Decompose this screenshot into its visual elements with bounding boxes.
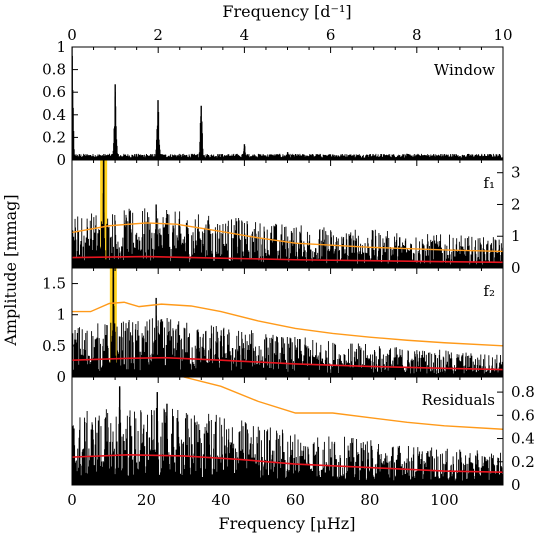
y-tick-label-residuals: 0.6	[511, 406, 535, 424]
y-tick-label-residuals: 0.2	[511, 453, 535, 471]
bottom-axis-title: Frequency [μHz]	[219, 514, 356, 533]
panel-f1	[72, 160, 503, 268]
panel-label-f1: f₁	[483, 174, 495, 192]
x-tick-label-top: 0	[67, 26, 77, 44]
y-tick-label-f2: 0.5	[42, 337, 66, 355]
panel-label-window: Window	[434, 61, 495, 79]
y-tick-label-window: 1	[56, 38, 66, 56]
y-tick-label-window: 0.2	[42, 128, 66, 146]
y-tick-label-residuals: 0.8	[511, 383, 535, 401]
y-axis-title: Amplitude [mmag]	[1, 194, 20, 346]
x-tick-label-top: 2	[153, 26, 163, 44]
panel-label-residuals: Residuals	[422, 391, 495, 409]
noise-line-residuals	[72, 454, 503, 474]
y-tick-label-f2: 1	[56, 306, 66, 324]
threshold-line-f2	[72, 301, 503, 347]
threshold-line-residuals	[183, 377, 503, 430]
x-tick-label-bottom: 80	[360, 491, 379, 509]
y-tick-label-f1: 3	[511, 164, 521, 182]
y-tick-label-f2: 1.5	[42, 275, 66, 293]
y-tick-label-window: 0	[56, 151, 66, 169]
x-tick-label-bottom: 20	[137, 491, 156, 509]
x-tick-label-bottom: 60	[286, 491, 305, 509]
y-tick-label-window: 0.6	[42, 83, 66, 101]
y-tick-label-residuals: 0.4	[511, 430, 535, 448]
y-tick-label-window: 0.4	[42, 106, 66, 124]
y-tick-label-window: 0.8	[42, 61, 66, 79]
x-tick-label-bottom: 40	[211, 491, 230, 509]
y-tick-label-f1: 1	[511, 227, 521, 245]
y-tick-label-f2: 0	[56, 368, 66, 386]
top-axis-title: Frequency [d⁻¹]	[222, 2, 351, 21]
x-tick-label-top: 4	[240, 26, 250, 44]
panel-f2	[72, 268, 503, 377]
y-tick-label-f1: 2	[511, 195, 521, 213]
noise-line-f1	[72, 255, 503, 264]
x-tick-label-top: 10	[493, 26, 512, 44]
x-tick-label-top: 6	[326, 26, 336, 44]
panel-label-f2: f₂	[483, 282, 495, 300]
y-tick-label-residuals: 0	[511, 476, 521, 494]
x-tick-label-top: 8	[412, 26, 422, 44]
threshold-line-f1	[72, 222, 503, 253]
x-tick-label-bottom: 0	[67, 491, 77, 509]
y-tick-label-f1: 0	[511, 259, 521, 277]
x-tick-label-bottom: 100	[430, 491, 459, 509]
noise-line-f2	[72, 356, 503, 371]
